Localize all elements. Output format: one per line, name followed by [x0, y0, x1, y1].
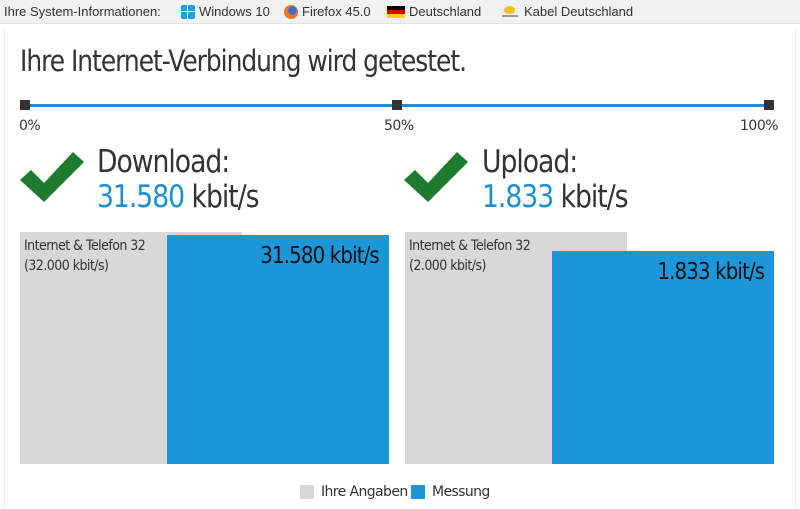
- browser-text: Firefox 45.0: [302, 4, 371, 19]
- upload-reference-label: Internet & Telefon 32 (2.000 kbit/s): [409, 236, 531, 276]
- download-measured-bar: 31.580 kbit/s: [167, 235, 389, 464]
- os-text: Windows 10: [199, 4, 270, 19]
- progress-marker-start: [20, 100, 30, 110]
- upload-reference-label-line1: Internet & Telefon 32: [409, 238, 531, 254]
- legend-ref-label: Ihre Angaben: [321, 484, 408, 500]
- upload-measured-label: 1.833 kbit/s: [657, 259, 765, 285]
- upload-number: 1.833: [482, 179, 554, 215]
- progress-label-100: 100%: [740, 118, 779, 134]
- legend-measured-swatch: [411, 485, 425, 499]
- download-reference-label-line2: (32.000 kbit/s): [24, 258, 109, 274]
- upload-unit: kbit/s: [560, 179, 629, 215]
- system-info-bar: Ihre System-Informationen: Windows 10 Fi…: [0, 0, 800, 24]
- progress-marker-mid: [392, 100, 402, 110]
- germany-flag-icon: [387, 5, 405, 18]
- firefox-icon: [284, 4, 298, 19]
- upload-measured-bar: 1.833 kbit/s: [552, 251, 774, 464]
- upload-chart: Internet & Telefon 32 (2.000 kbit/s) 1.8…: [405, 232, 774, 464]
- download-check-icon: [20, 152, 84, 202]
- legend-ref: Ihre Angaben: [300, 484, 408, 500]
- progress-marker-end: [764, 100, 774, 110]
- upload-value: 1.833 kbit/s: [482, 179, 629, 215]
- system-info-label: Ihre System-Informationen:: [4, 4, 161, 19]
- download-value: 31.580 kbit/s: [97, 179, 260, 215]
- country-info: Deutschland: [387, 4, 481, 19]
- windows-icon: [181, 4, 195, 19]
- download-unit: kbit/s: [191, 179, 260, 215]
- legend-measured: Messung: [411, 484, 490, 500]
- country-text: Deutschland: [409, 4, 482, 19]
- download-reference-label-line1: Internet & Telefon 32: [24, 238, 146, 254]
- progress-label-50: 50%: [384, 118, 414, 134]
- provider-info: Kabel Deutschland: [500, 4, 633, 19]
- browser-info: Firefox 45.0: [284, 4, 371, 19]
- download-chart: Internet & Telefon 32 (32.000 kbit/s) 31…: [20, 232, 389, 464]
- download-reference-label: Internet & Telefon 32 (32.000 kbit/s): [24, 236, 146, 276]
- progress-label-0: 0%: [19, 118, 41, 134]
- os-info: Windows 10: [181, 4, 270, 19]
- upload-reference-label-line2: (2.000 kbit/s): [409, 258, 486, 274]
- page-title: Ihre Internet-Verbindung wird getestet.: [20, 44, 467, 78]
- download-number: 31.580: [97, 179, 185, 215]
- download-title: Download:: [97, 144, 230, 180]
- legend-ref-swatch: [300, 485, 314, 499]
- kabel-deutschland-logo-icon: [500, 5, 520, 18]
- provider-text: Kabel Deutschland: [524, 4, 634, 19]
- legend-measured-label: Messung: [432, 484, 490, 500]
- upload-check-icon: [404, 152, 468, 202]
- download-measured-label: 31.580 kbit/s: [260, 243, 379, 269]
- upload-title: Upload:: [482, 144, 578, 180]
